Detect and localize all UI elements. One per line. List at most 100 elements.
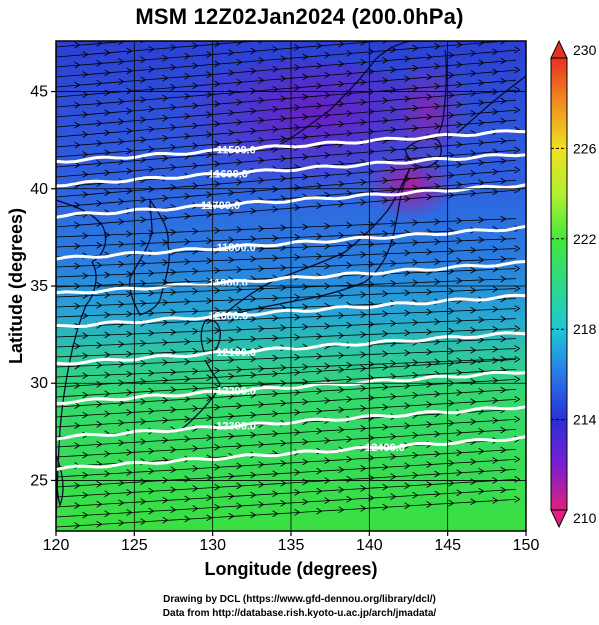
wind-arrow [448,399,455,407]
wind-arrow [126,489,133,496]
wind-arrow [280,175,287,182]
wind-arrow [272,294,279,302]
wind-arrow [170,368,177,376]
wind-arrow [272,510,279,518]
wind-arrow [338,352,345,359]
wind-arrow [192,327,199,335]
wind-arrow [126,290,133,298]
ryukyu-islands [177,359,221,433]
wind-arrow [236,482,243,490]
wind-arrow [316,467,323,475]
wind-arrow [390,166,397,174]
wind-arrow [382,463,389,471]
wind-arrow [184,258,191,266]
wind-arrow [500,446,507,454]
wind-arrow [280,95,287,102]
wind-arrow [500,386,507,394]
wind-arrow [383,18,388,24]
wind-arrow [140,196,147,204]
wind-arrow [96,480,103,488]
contour-label: 12100.0 [216,347,256,359]
wind-arrow [390,393,397,400]
wind-arrow [214,443,221,451]
wind-arrow [302,498,309,506]
wind-arrow [338,506,345,514]
wind-arrow [500,215,507,223]
wind-arrow [500,255,507,263]
streamline [56,69,517,108]
colorbar-min-arrow [550,509,568,529]
wind-arrow [514,245,521,252]
wind-arrow [404,402,411,410]
wind-arrow [250,235,257,243]
wind-arrow [478,256,485,264]
wind-arrow [404,115,411,123]
wind-arrow [162,319,169,326]
wind-arrow [492,48,499,56]
wind-arrow [250,491,257,499]
wind-arrow [214,227,221,234]
wind-arrow [412,239,419,246]
wind-arrow [412,431,419,439]
wind-arrow [272,334,279,342]
wind-arrow [390,493,397,500]
wind-arrow [434,450,441,458]
wind-arrow [162,154,169,162]
wind-arrow [324,397,331,404]
wind-arrow [184,495,191,503]
wind-arrow [412,164,419,172]
wind-arrow [404,55,411,63]
china-coastline [56,199,107,521]
wind-arrow [272,65,279,73]
wind-arrow [426,73,433,81]
wind-arrow [251,28,256,34]
wind-arrow [236,118,243,126]
wind-arrow [250,431,257,439]
wind-arrow [456,429,463,437]
wind-arrow [404,269,411,277]
wind-arrow [162,339,169,346]
wind-arrow [118,218,125,225]
wind-arrow [360,58,367,66]
wind-arrow [82,131,89,138]
wind-arrow [162,436,169,444]
wind-arrow [170,486,177,494]
wind-arrow [346,221,353,229]
wind-arrow [302,153,309,161]
wind-arrow [170,308,177,316]
wind-arrow [236,382,243,390]
wind-arrow [434,102,441,110]
wind-arrow [404,155,411,163]
wind-arrow [206,337,213,345]
wind-arrow [302,478,309,486]
wind-arrow [360,485,367,492]
wind-arrow [382,250,389,258]
wind-arrow [478,427,485,435]
wind-arrow [404,349,411,357]
wind-arrow [258,177,265,184]
wind-arrow [404,289,411,297]
wind-arrow [148,45,155,53]
wind-arrow [140,300,147,307]
wind-arrow [470,346,477,354]
streamline [56,288,517,308]
wind-arrow [140,41,145,44]
wind-arrow [412,471,419,479]
wind-arrow [448,51,455,59]
wind-arrow [514,475,521,483]
wind-arrow [492,68,499,76]
wind-arrow [104,69,111,77]
wind-arrow [170,104,177,111]
wind-arrow [104,149,111,157]
streamline [56,459,517,488]
wind-arrow [324,262,331,270]
wind-arrow [74,262,81,270]
wind-arrow [82,191,89,198]
wind-arrow [346,190,353,197]
wind-arrow [295,25,300,31]
wind-arrow [148,145,155,153]
contour-label: 12300.0 [216,421,256,433]
wind-arrow [434,258,441,266]
wind-arrow [404,195,411,203]
wind-arrow [324,111,331,119]
